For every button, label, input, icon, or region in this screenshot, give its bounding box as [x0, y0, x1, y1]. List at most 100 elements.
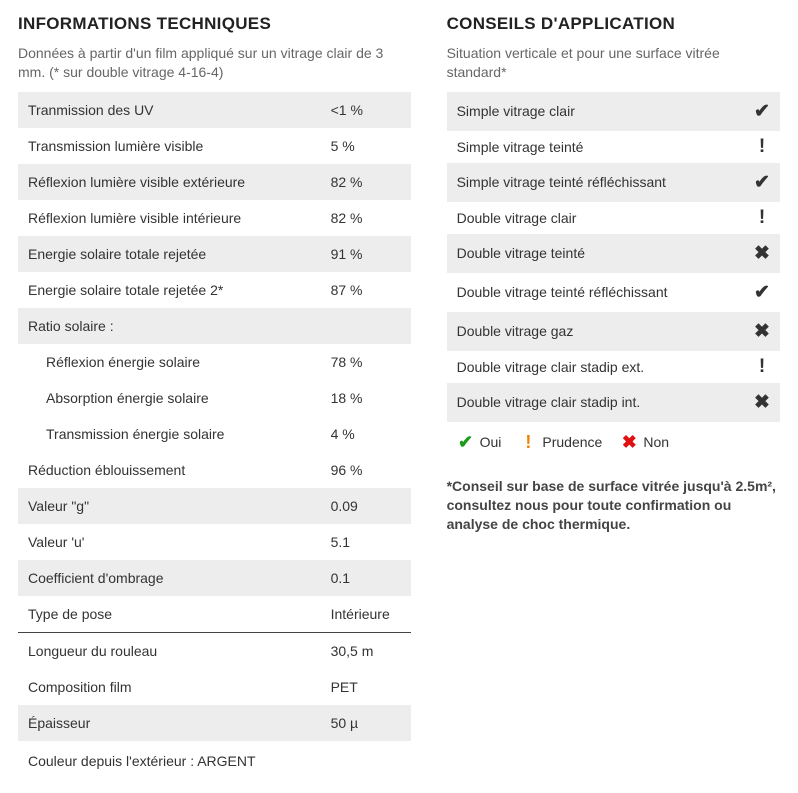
- spec-label: Tranmission des UV: [18, 92, 321, 128]
- legend: ✔ Oui ! Prudence ✖ Non: [447, 432, 780, 453]
- table-row: Energie solaire totale rejetée91 %: [18, 236, 411, 272]
- spec-value: 5.1: [321, 524, 411, 560]
- table-row: Longueur du rouleau30,5 m: [18, 632, 411, 669]
- advice-label: Simple vitrage teinté réfléchissant: [447, 163, 744, 202]
- table-row: Réflexion énergie solaire78 %: [18, 344, 411, 380]
- table-row: Double vitrage clair!: [447, 202, 780, 234]
- spec-value: 50 µ: [321, 705, 411, 741]
- technical-info-subtitle: Données à partir d'un film appliqué sur …: [18, 44, 411, 82]
- legend-warn-label: Prudence: [542, 434, 602, 450]
- spec-value: 78 %: [321, 344, 411, 380]
- legend-yes: ✔ Oui: [457, 432, 502, 453]
- table-footer-row: Couleur depuis l'extérieur : ARGENT: [18, 741, 411, 779]
- spec-value: 0.09: [321, 488, 411, 524]
- spec-value: Intérieure: [321, 596, 411, 633]
- application-advice-subtitle: Situation verticale et pour une surface …: [447, 44, 780, 82]
- technical-info-column: INFORMATIONS TECHNIQUES Données à partir…: [18, 14, 411, 779]
- check-icon: ✔: [744, 92, 780, 131]
- spec-value: 82 %: [321, 164, 411, 200]
- table-row: Ratio solaire :: [18, 308, 411, 344]
- spec-label: Épaisseur: [18, 705, 321, 741]
- advice-label: Double vitrage clair stadip ext.: [447, 351, 744, 383]
- spec-value: <1 %: [321, 92, 411, 128]
- cross-icon: ✖: [744, 312, 780, 351]
- legend-no: ✖ Non: [620, 432, 669, 453]
- advice-label: Double vitrage teinté réfléchissant: [447, 273, 744, 312]
- spec-label: Valeur 'u': [18, 524, 321, 560]
- advice-label: Double vitrage clair: [447, 202, 744, 234]
- table-row: Épaisseur50 µ: [18, 705, 411, 741]
- table-row: Double vitrage teinté✖: [447, 234, 780, 273]
- technical-info-title: INFORMATIONS TECHNIQUES: [18, 14, 411, 34]
- table-row: Réduction éblouissement96 %: [18, 452, 411, 488]
- spec-value: [321, 308, 411, 344]
- advice-label: Simple vitrage teinté: [447, 131, 744, 163]
- spec-label: Réflexion lumière visible intérieure: [18, 200, 321, 236]
- advice-label: Double vitrage gaz: [447, 312, 744, 351]
- legend-no-label: Non: [643, 434, 669, 450]
- check-icon: ✔: [744, 273, 780, 312]
- warn-icon: !: [519, 435, 537, 449]
- spec-value: 18 %: [321, 380, 411, 416]
- table-row: Coefficient d'ombrage0.1: [18, 560, 411, 596]
- table-row: Valeur "g"0.09: [18, 488, 411, 524]
- table-row: Energie solaire totale rejetée 2*87 %: [18, 272, 411, 308]
- spec-value: 4 %: [321, 416, 411, 452]
- spec-footer: Couleur depuis l'extérieur : ARGENT: [18, 741, 411, 779]
- check-icon: ✔: [744, 163, 780, 202]
- table-row: Double vitrage teinté réfléchissant✔: [447, 273, 780, 312]
- table-row: Composition filmPET: [18, 669, 411, 705]
- check-icon: ✔: [457, 432, 475, 453]
- spec-value: 91 %: [321, 236, 411, 272]
- table-row: Réflexion lumière visible extérieure82 %: [18, 164, 411, 200]
- spec-label: Absorption énergie solaire: [18, 380, 321, 416]
- spec-label: Longueur du rouleau: [18, 632, 321, 669]
- spec-label: Valeur "g": [18, 488, 321, 524]
- spec-value: 96 %: [321, 452, 411, 488]
- table-row: Transmission énergie solaire4 %: [18, 416, 411, 452]
- spec-label: Transmission lumière visible: [18, 128, 321, 164]
- table-row: Type de poseIntérieure: [18, 596, 411, 633]
- table-row: Tranmission des UV<1 %: [18, 92, 411, 128]
- table-row: Simple vitrage teinté réfléchissant✔: [447, 163, 780, 202]
- advice-label: Double vitrage clair stadip int.: [447, 383, 744, 422]
- cross-icon: ✖: [744, 234, 780, 273]
- table-row: Transmission lumière visible5 %: [18, 128, 411, 164]
- spec-label: Réflexion énergie solaire: [18, 344, 321, 380]
- table-row: Simple vitrage teinté!: [447, 131, 780, 163]
- spec-label: Energie solaire totale rejetée: [18, 236, 321, 272]
- advice-label: Simple vitrage clair: [447, 92, 744, 131]
- legend-yes-label: Oui: [480, 434, 502, 450]
- footnote: *Conseil sur base de surface vitrée jusq…: [447, 477, 780, 534]
- cross-icon: ✖: [620, 432, 638, 453]
- application-advice-title: CONSEILS D'APPLICATION: [447, 14, 780, 34]
- table-row: Réflexion lumière visible intérieure82 %: [18, 200, 411, 236]
- table-row: Double vitrage clair stadip int.✖: [447, 383, 780, 422]
- table-row: Double vitrage gaz✖: [447, 312, 780, 351]
- spec-value: 30,5 m: [321, 632, 411, 669]
- spec-label: Energie solaire totale rejetée 2*: [18, 272, 321, 308]
- table-row: Valeur 'u'5.1: [18, 524, 411, 560]
- table-row: Simple vitrage clair✔: [447, 92, 780, 131]
- spec-value: 82 %: [321, 200, 411, 236]
- spec-value: 5 %: [321, 128, 411, 164]
- spec-label: Réflexion lumière visible extérieure: [18, 164, 321, 200]
- spec-value: 0.1: [321, 560, 411, 596]
- warn-icon: !: [744, 351, 780, 383]
- advice-label: Double vitrage teinté: [447, 234, 744, 273]
- spec-value: PET: [321, 669, 411, 705]
- spec-label: Réduction éblouissement: [18, 452, 321, 488]
- cross-icon: ✖: [744, 383, 780, 422]
- application-advice-table: Simple vitrage clair✔Simple vitrage tein…: [447, 92, 780, 422]
- spec-label: Composition film: [18, 669, 321, 705]
- table-row: Absorption énergie solaire18 %: [18, 380, 411, 416]
- spec-label: Type de pose: [18, 596, 321, 633]
- warn-icon: !: [744, 202, 780, 234]
- legend-warn: ! Prudence: [519, 434, 602, 450]
- table-row: Double vitrage clair stadip ext.!: [447, 351, 780, 383]
- warn-icon: !: [744, 131, 780, 163]
- spec-label: Coefficient d'ombrage: [18, 560, 321, 596]
- spec-label: Transmission énergie solaire: [18, 416, 321, 452]
- application-advice-column: CONSEILS D'APPLICATION Situation vertica…: [447, 14, 780, 533]
- spec-label: Ratio solaire :: [18, 308, 321, 344]
